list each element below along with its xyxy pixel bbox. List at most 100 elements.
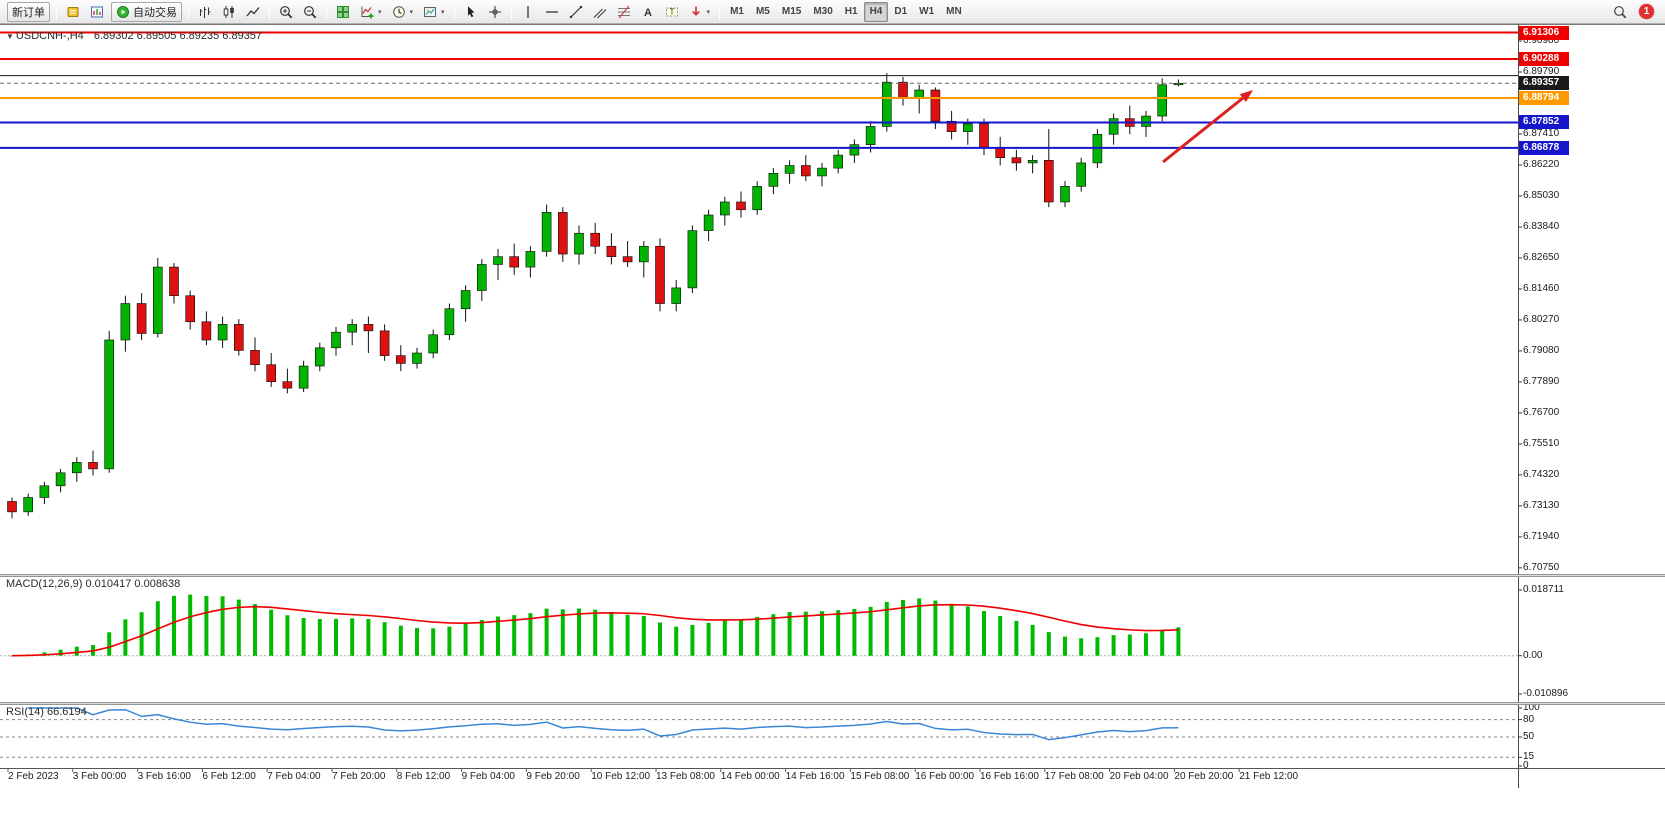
svg-text:A: A	[644, 7, 652, 19]
price-axis-label: 6.80270	[1523, 313, 1560, 325]
channel-icon	[593, 5, 607, 19]
hline-price-badge: 6.88794	[1519, 90, 1569, 105]
bar-chart-icon	[198, 5, 212, 19]
cursor-icon	[464, 5, 478, 19]
channel-button[interactable]	[588, 2, 612, 22]
indicators-icon	[360, 5, 374, 19]
toolbar-separator	[719, 3, 721, 20]
toolbar-right-group: 1	[1608, 2, 1660, 22]
history-icon	[66, 5, 80, 19]
timeframe-m15-button[interactable]: M15	[781, 6, 802, 17]
toolbar-button-groups: 新订单 自动交易 ▾ ▾ ▾ A T ▾ M1 M5 M15 M30 H1 H4 D1 W1 MN	[5, 1, 968, 22]
time-axis-label: 16 Feb 00:00	[915, 771, 975, 782]
auto-trading-label: 自动交易	[133, 6, 177, 19]
fibonacci-icon	[617, 5, 631, 19]
charts-window-button[interactable]	[85, 2, 109, 22]
fibonacci-button[interactable]	[612, 2, 636, 22]
timeframe-d1-button[interactable]: D1	[894, 6, 908, 17]
templates-icon	[423, 5, 437, 19]
indicators-button[interactable]: ▾	[355, 2, 387, 22]
toolbar-separator	[269, 3, 270, 20]
tile-windows-button[interactable]	[331, 2, 355, 22]
cursor-button[interactable]	[459, 2, 483, 22]
dropdown-caret-icon: ▾	[706, 8, 711, 16]
toolbar-separator	[510, 3, 512, 20]
notification-badge[interactable]: 1	[1639, 4, 1654, 19]
main-toolbar: 新订单 自动交易 ▾ ▾ ▾ A T ▾ M1 M5 M15 M30 H1 H4 D1 W1 MN 1	[0, 0, 1665, 24]
time-axis-label: 9 Feb 04:00	[461, 771, 515, 782]
price-axis-label: 6.71940	[1523, 530, 1560, 542]
new-order-label: 新订单	[12, 6, 45, 19]
bar-chart-button[interactable]	[193, 2, 217, 22]
history-button[interactable]	[61, 2, 85, 22]
zoom-in-button[interactable]	[274, 2, 298, 22]
time-axis-label: 16 Feb 16:00	[980, 771, 1039, 782]
dropdown-caret-icon: ▾	[409, 8, 414, 16]
timeframe-m30-button[interactable]: M30	[813, 6, 833, 17]
auto-trading-button[interactable]: 自动交易	[111, 1, 182, 22]
new-order-button[interactable]: 新订单	[7, 1, 50, 22]
timeframe-mn-button[interactable]: MN	[946, 6, 962, 17]
time-axis-label: 14 Feb 16:00	[785, 771, 845, 782]
periods-icon	[392, 5, 406, 19]
line-chart-button[interactable]	[241, 2, 265, 22]
time-axis-label: 15 Feb 08:00	[850, 771, 910, 782]
zoom-out-button[interactable]	[298, 2, 322, 22]
crosshair-button[interactable]	[483, 2, 507, 22]
chart-top-border	[0, 24, 1665, 25]
text-label-button[interactable]: T	[660, 2, 684, 22]
trend-arrow-object[interactable]	[1162, 92, 1250, 164]
periods-button[interactable]: ▾	[387, 2, 419, 22]
toolbar-separator	[188, 3, 189, 20]
trendline-button[interactable]	[564, 2, 588, 22]
timeframe-w1-button[interactable]: W1	[919, 6, 935, 17]
tile-windows-icon	[336, 5, 350, 19]
time-axis-label: 7 Feb 20:00	[332, 771, 386, 782]
timeframe-h1-button[interactable]: H1	[844, 6, 858, 17]
time-axis-label: 2 Feb 2023	[8, 771, 59, 782]
price-axis-label: 6.76700	[1523, 406, 1560, 418]
rsi-axis-label: 50	[1523, 731, 1535, 742]
hline-price-badge: 6.90288	[1519, 52, 1569, 67]
macd-axis-label: 0.00	[1523, 649, 1543, 661]
panel-splitter-rsi[interactable]	[0, 702, 1665, 705]
search-button[interactable]	[1608, 2, 1632, 22]
price-axis-label: 6.87410	[1523, 128, 1560, 139]
price-axis-label: 6.82650	[1523, 251, 1560, 263]
time-axis-label: 13 Feb 08:00	[656, 771, 715, 782]
price-axis-label: 6.81460	[1523, 282, 1560, 294]
timeframe-m1-button[interactable]: M1	[730, 6, 744, 17]
arrows-icon	[689, 5, 703, 19]
time-axis-label: 8 Feb 12:00	[396, 771, 451, 782]
text-button[interactable]: A	[636, 2, 660, 22]
rsi-axis-label: 15	[1523, 751, 1535, 763]
trendline-icon	[569, 5, 583, 19]
time-axis-label: 9 Feb 20:00	[526, 771, 580, 782]
price-axis-label: 6.73130	[1523, 499, 1560, 511]
hline-price-badge: 6.87852	[1519, 115, 1569, 130]
candlestick-icon	[222, 5, 236, 19]
candlestick-button[interactable]	[217, 2, 241, 22]
time-axis-label: 7 Feb 04:00	[267, 771, 321, 782]
collapse-triangle-icon[interactable]: ▼	[6, 32, 14, 41]
price-axis-label: 6.89790	[1523, 66, 1560, 78]
timeframe-m5-button[interactable]: M5	[755, 6, 770, 17]
panel-splitter-macd[interactable]	[0, 574, 1665, 577]
horizontal-line-button[interactable]	[540, 2, 564, 22]
time-axis-label: 20 Feb 20:00	[1174, 771, 1234, 782]
price-axis-label: 6.79080	[1523, 344, 1560, 356]
vertical-line-button[interactable]	[516, 2, 540, 22]
arrows-button[interactable]: ▾	[684, 2, 716, 22]
rsi-axis-label: 100	[1523, 702, 1540, 713]
search-icon	[1613, 5, 1627, 19]
toolbar-separator	[326, 3, 327, 20]
price-axis-label: 6.75510	[1523, 437, 1560, 449]
time-axis-separator	[0, 768, 1665, 769]
hline-price-badge: 6.86878	[1519, 140, 1569, 155]
rsi-axis-label: 0	[1523, 760, 1529, 771]
price-axis-label: 6.85030	[1523, 189, 1560, 201]
zoom-in-icon	[279, 5, 293, 19]
templates-button[interactable]: ▾	[418, 2, 450, 22]
timeframe-h4-button[interactable]: H4	[863, 1, 889, 22]
